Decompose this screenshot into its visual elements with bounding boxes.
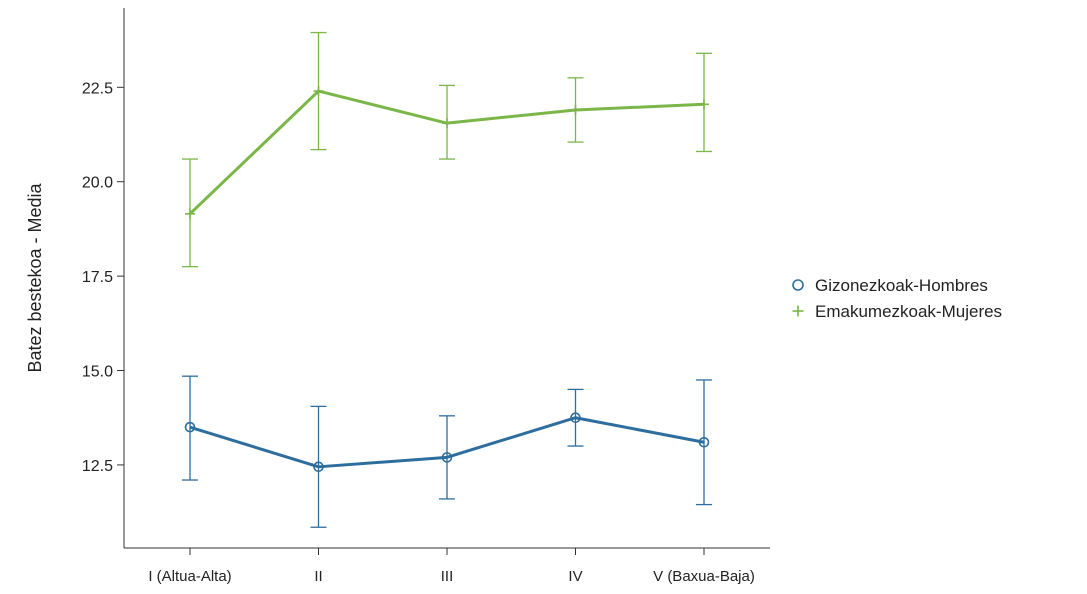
x-tick-label: III: [441, 568, 454, 585]
legend-marker-circle-icon: [792, 279, 804, 291]
x-tick-label: I (Altua-Alta): [148, 568, 231, 585]
legend-item: Emakumezkoak-Mujeres: [792, 302, 1002, 321]
data-point-marker: [699, 99, 709, 110]
y-tick-label: 20.0: [82, 175, 113, 192]
data-point-marker: [184, 421, 196, 433]
data-point-marker: [570, 104, 581, 115]
series-1: [182, 375, 712, 528]
x-tick-label: II: [314, 568, 322, 585]
legend-item: Gizonezkoak-Hombres: [792, 276, 988, 295]
y-axis-label: Batez bestekoa - Media: [25, 182, 45, 372]
data-point-marker: [441, 452, 453, 463]
data-point-marker: [442, 118, 452, 129]
y-ticks-group: 12.5 15.0 17.5 20.0 22.5: [82, 80, 124, 475]
data-point-marker: [185, 208, 195, 219]
legend-label: Gizonezkoak-Hombres: [815, 276, 988, 295]
series-2: [182, 31, 712, 268]
data-point-marker: [313, 461, 324, 473]
x-tick-label: IV: [568, 568, 582, 585]
y-tick-label: 22.5: [82, 80, 113, 97]
data-point-marker: [313, 86, 324, 97]
x-tick-label: V (Baxua-Baja): [653, 568, 755, 585]
y-tick-label: 17.5: [82, 269, 113, 286]
legend: Gizonezkoak-Hombres Emakumezkoak-Mujeres: [792, 276, 1002, 321]
legend-marker-plus-icon: [792, 305, 804, 317]
series-line: [189, 416, 705, 469]
y-tick-label: 15.0: [82, 364, 113, 381]
data-point-marker: [698, 436, 710, 448]
data-point-marker: [570, 412, 581, 424]
series-layer: [182, 31, 712, 528]
y-tick-label: 12.5: [82, 458, 113, 475]
legend-label: Emakumezkoak-Mujeres: [815, 302, 1002, 321]
x-ticks-group: I (Altua-Alta) II III IV V (Baxua-Baja): [148, 548, 755, 585]
